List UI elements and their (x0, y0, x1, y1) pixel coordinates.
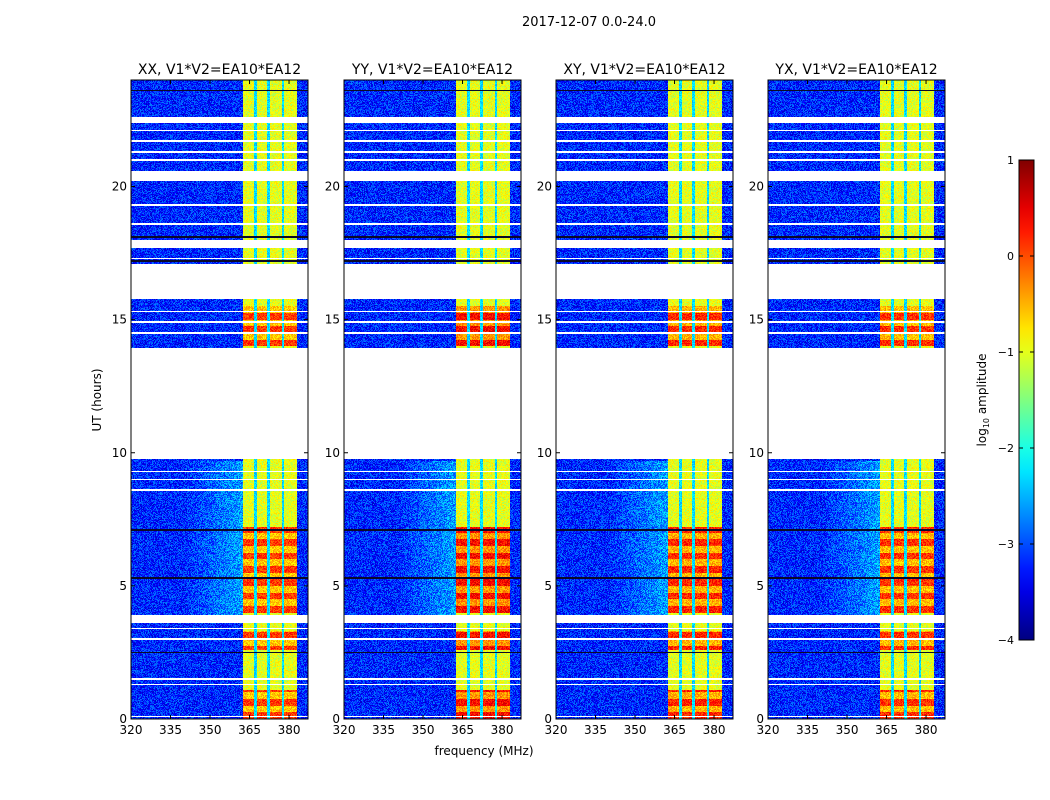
y-tick-label: 10 (749, 446, 764, 460)
y-tick-label: 20 (112, 180, 127, 194)
y-tick-label: 5 (119, 579, 127, 593)
x-tick-label: 380 (915, 723, 938, 737)
colorbar-tick-label: 0 (1007, 250, 1014, 263)
heatmap-panel-2 (556, 80, 733, 719)
y-tick-label: 0 (756, 712, 764, 726)
y-tick-label: 5 (756, 579, 764, 593)
y-axis-label: UT (hours) (90, 368, 104, 431)
x-tick-label: 350 (836, 723, 859, 737)
y-tick-label: 15 (112, 313, 127, 327)
y-tick-label: 5 (332, 579, 340, 593)
colorbar-tick-label: −4 (998, 634, 1014, 647)
x-tick-label: 350 (624, 723, 647, 737)
y-tick-label: 20 (325, 180, 340, 194)
colorbar-tick-label: 1 (1007, 154, 1014, 167)
x-tick-label: 320 (545, 723, 568, 737)
x-tick-label: 350 (412, 723, 435, 737)
x-axis-label: frequency (MHz) (434, 744, 533, 758)
heatmap-panel-1 (344, 80, 521, 719)
y-tick-label: 15 (537, 313, 552, 327)
panel-frame (555, 79, 734, 720)
x-tick-label: 365 (451, 723, 474, 737)
panel-frame (343, 79, 522, 720)
colorbar (1018, 159, 1035, 641)
x-tick-label: 335 (584, 723, 607, 737)
colorbar-tick-label: −2 (998, 442, 1014, 455)
colorbar-label: log10 amplitude (975, 354, 991, 447)
panel-frame (767, 79, 946, 720)
x-tick-label: 380 (703, 723, 726, 737)
y-tick-label: 10 (325, 446, 340, 460)
y-tick-label: 0 (119, 712, 127, 726)
y-tick-label: 0 (332, 712, 340, 726)
colorbar-tick-label: −1 (998, 346, 1014, 359)
y-tick-label: 0 (544, 712, 552, 726)
colorbar-tick-label: −3 (998, 538, 1014, 551)
x-tick-label: 380 (491, 723, 514, 737)
heatmap-panel-3 (768, 80, 945, 719)
panel-title: YY, V1*V2=EA10*EA12 (351, 62, 513, 78)
x-tick-label: 335 (796, 723, 819, 737)
panel-frame (130, 79, 309, 720)
y-tick-label: 20 (749, 180, 764, 194)
x-tick-label: 380 (278, 723, 301, 737)
panel-title: YX, V1*V2=EA10*EA12 (774, 62, 937, 78)
y-tick-label: 15 (325, 313, 340, 327)
x-tick-label: 365 (238, 723, 261, 737)
y-tick-label: 10 (537, 446, 552, 460)
x-tick-label: 350 (199, 723, 222, 737)
x-tick-label: 335 (159, 723, 182, 737)
heatmap-panel-0 (131, 80, 308, 719)
y-tick-label: 10 (112, 446, 127, 460)
x-tick-label: 365 (875, 723, 898, 737)
y-tick-label: 20 (537, 180, 552, 194)
x-tick-label: 320 (333, 723, 356, 737)
x-tick-label: 320 (120, 723, 143, 737)
x-tick-label: 365 (663, 723, 686, 737)
panel-title: XY, V1*V2=EA10*EA12 (563, 62, 725, 78)
panel-title: XX, V1*V2=EA10*EA12 (138, 62, 301, 78)
y-tick-label: 5 (544, 579, 552, 593)
y-tick-label: 15 (749, 313, 764, 327)
x-tick-label: 320 (757, 723, 780, 737)
figure-title: 2017-12-07 0.0-24.0 (522, 15, 656, 30)
x-tick-label: 335 (372, 723, 395, 737)
